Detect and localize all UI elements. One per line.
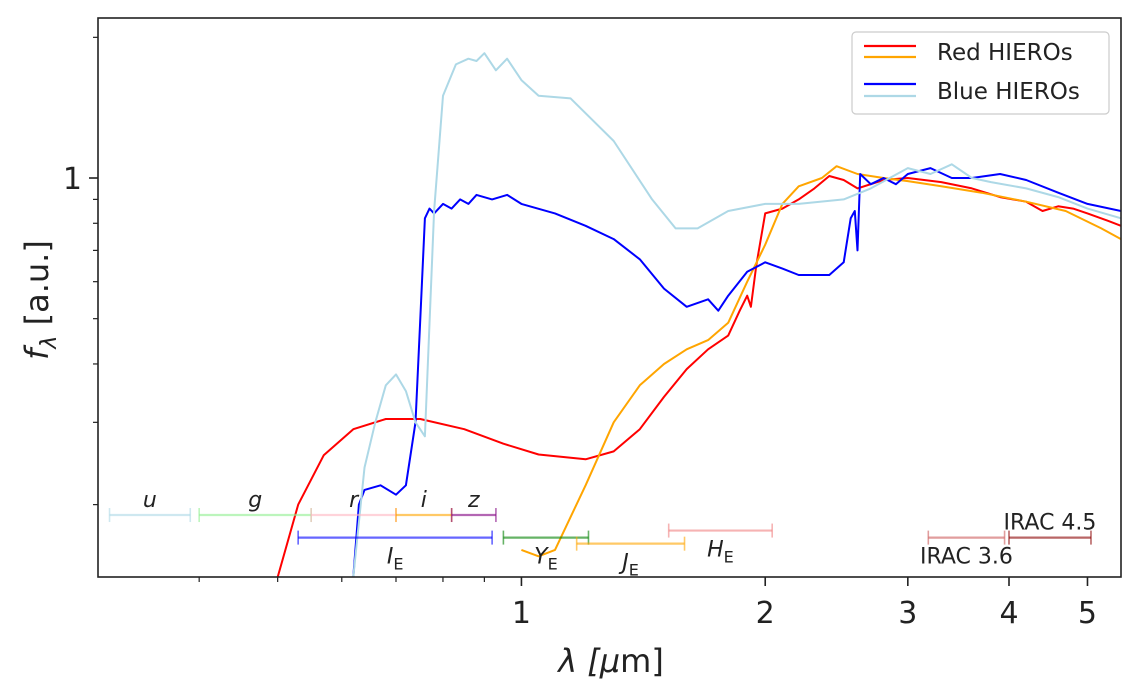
filter-label: z	[467, 488, 480, 513]
filter-label: g	[248, 488, 262, 513]
plot-frame	[97, 17, 1122, 578]
filter-irac-3-6: IRAC 3.6	[920, 530, 1013, 570]
filter-label: IRAC 3.6	[920, 545, 1013, 570]
legend: Red HIEROs Blue HIEROs	[851, 31, 1110, 115]
x-tick-label: 1	[512, 596, 531, 631]
legend-box	[851, 31, 1110, 115]
y-tick-label: 1	[63, 162, 82, 197]
filter-label: i	[421, 488, 427, 513]
filter-label: u	[143, 488, 157, 513]
filter-j-e: JE	[575, 536, 686, 580]
filter-irac-4-5: IRAC 4.5	[1004, 511, 1097, 545]
y-axis-title: fλ [a.u.]	[18, 240, 62, 360]
filter-u: u	[108, 488, 192, 523]
series-line-blue-hieros-light-blue	[352, 52, 1121, 577]
x-axis-title: λ [μm]	[556, 642, 664, 680]
legend-label-blue-hieros: Blue HIEROs	[937, 79, 1080, 105]
filter-y-e: YE	[502, 530, 590, 574]
x-tick-label: 5	[1078, 596, 1097, 631]
filter-label: IRAC 4.5	[1004, 511, 1097, 536]
filter-label: YE	[534, 545, 558, 574]
x-tick-label: 3	[898, 596, 917, 631]
filter-label: r	[349, 488, 360, 513]
x-tick-label: 2	[756, 596, 775, 631]
filter-label: HE	[707, 538, 734, 567]
filter-h-e: HE	[667, 523, 773, 567]
filter-i-e: IE	[297, 530, 493, 574]
series-layer	[276, 52, 1121, 577]
filter-label: JE	[618, 551, 639, 580]
filter-z: z	[450, 488, 497, 523]
filter-label: IE	[387, 545, 404, 574]
legend-label-red-hieros: Red HIEROs	[937, 40, 1073, 66]
filter-bands: u g r i z IE YE JE HE IRAC 3.6 IRAC 4.5	[108, 488, 1097, 580]
axis-ticks: 1 2 3 4 5 1	[63, 36, 1097, 631]
series-line-blue-hieros-blue	[352, 167, 1121, 577]
x-tick-label: 4	[999, 596, 1018, 631]
